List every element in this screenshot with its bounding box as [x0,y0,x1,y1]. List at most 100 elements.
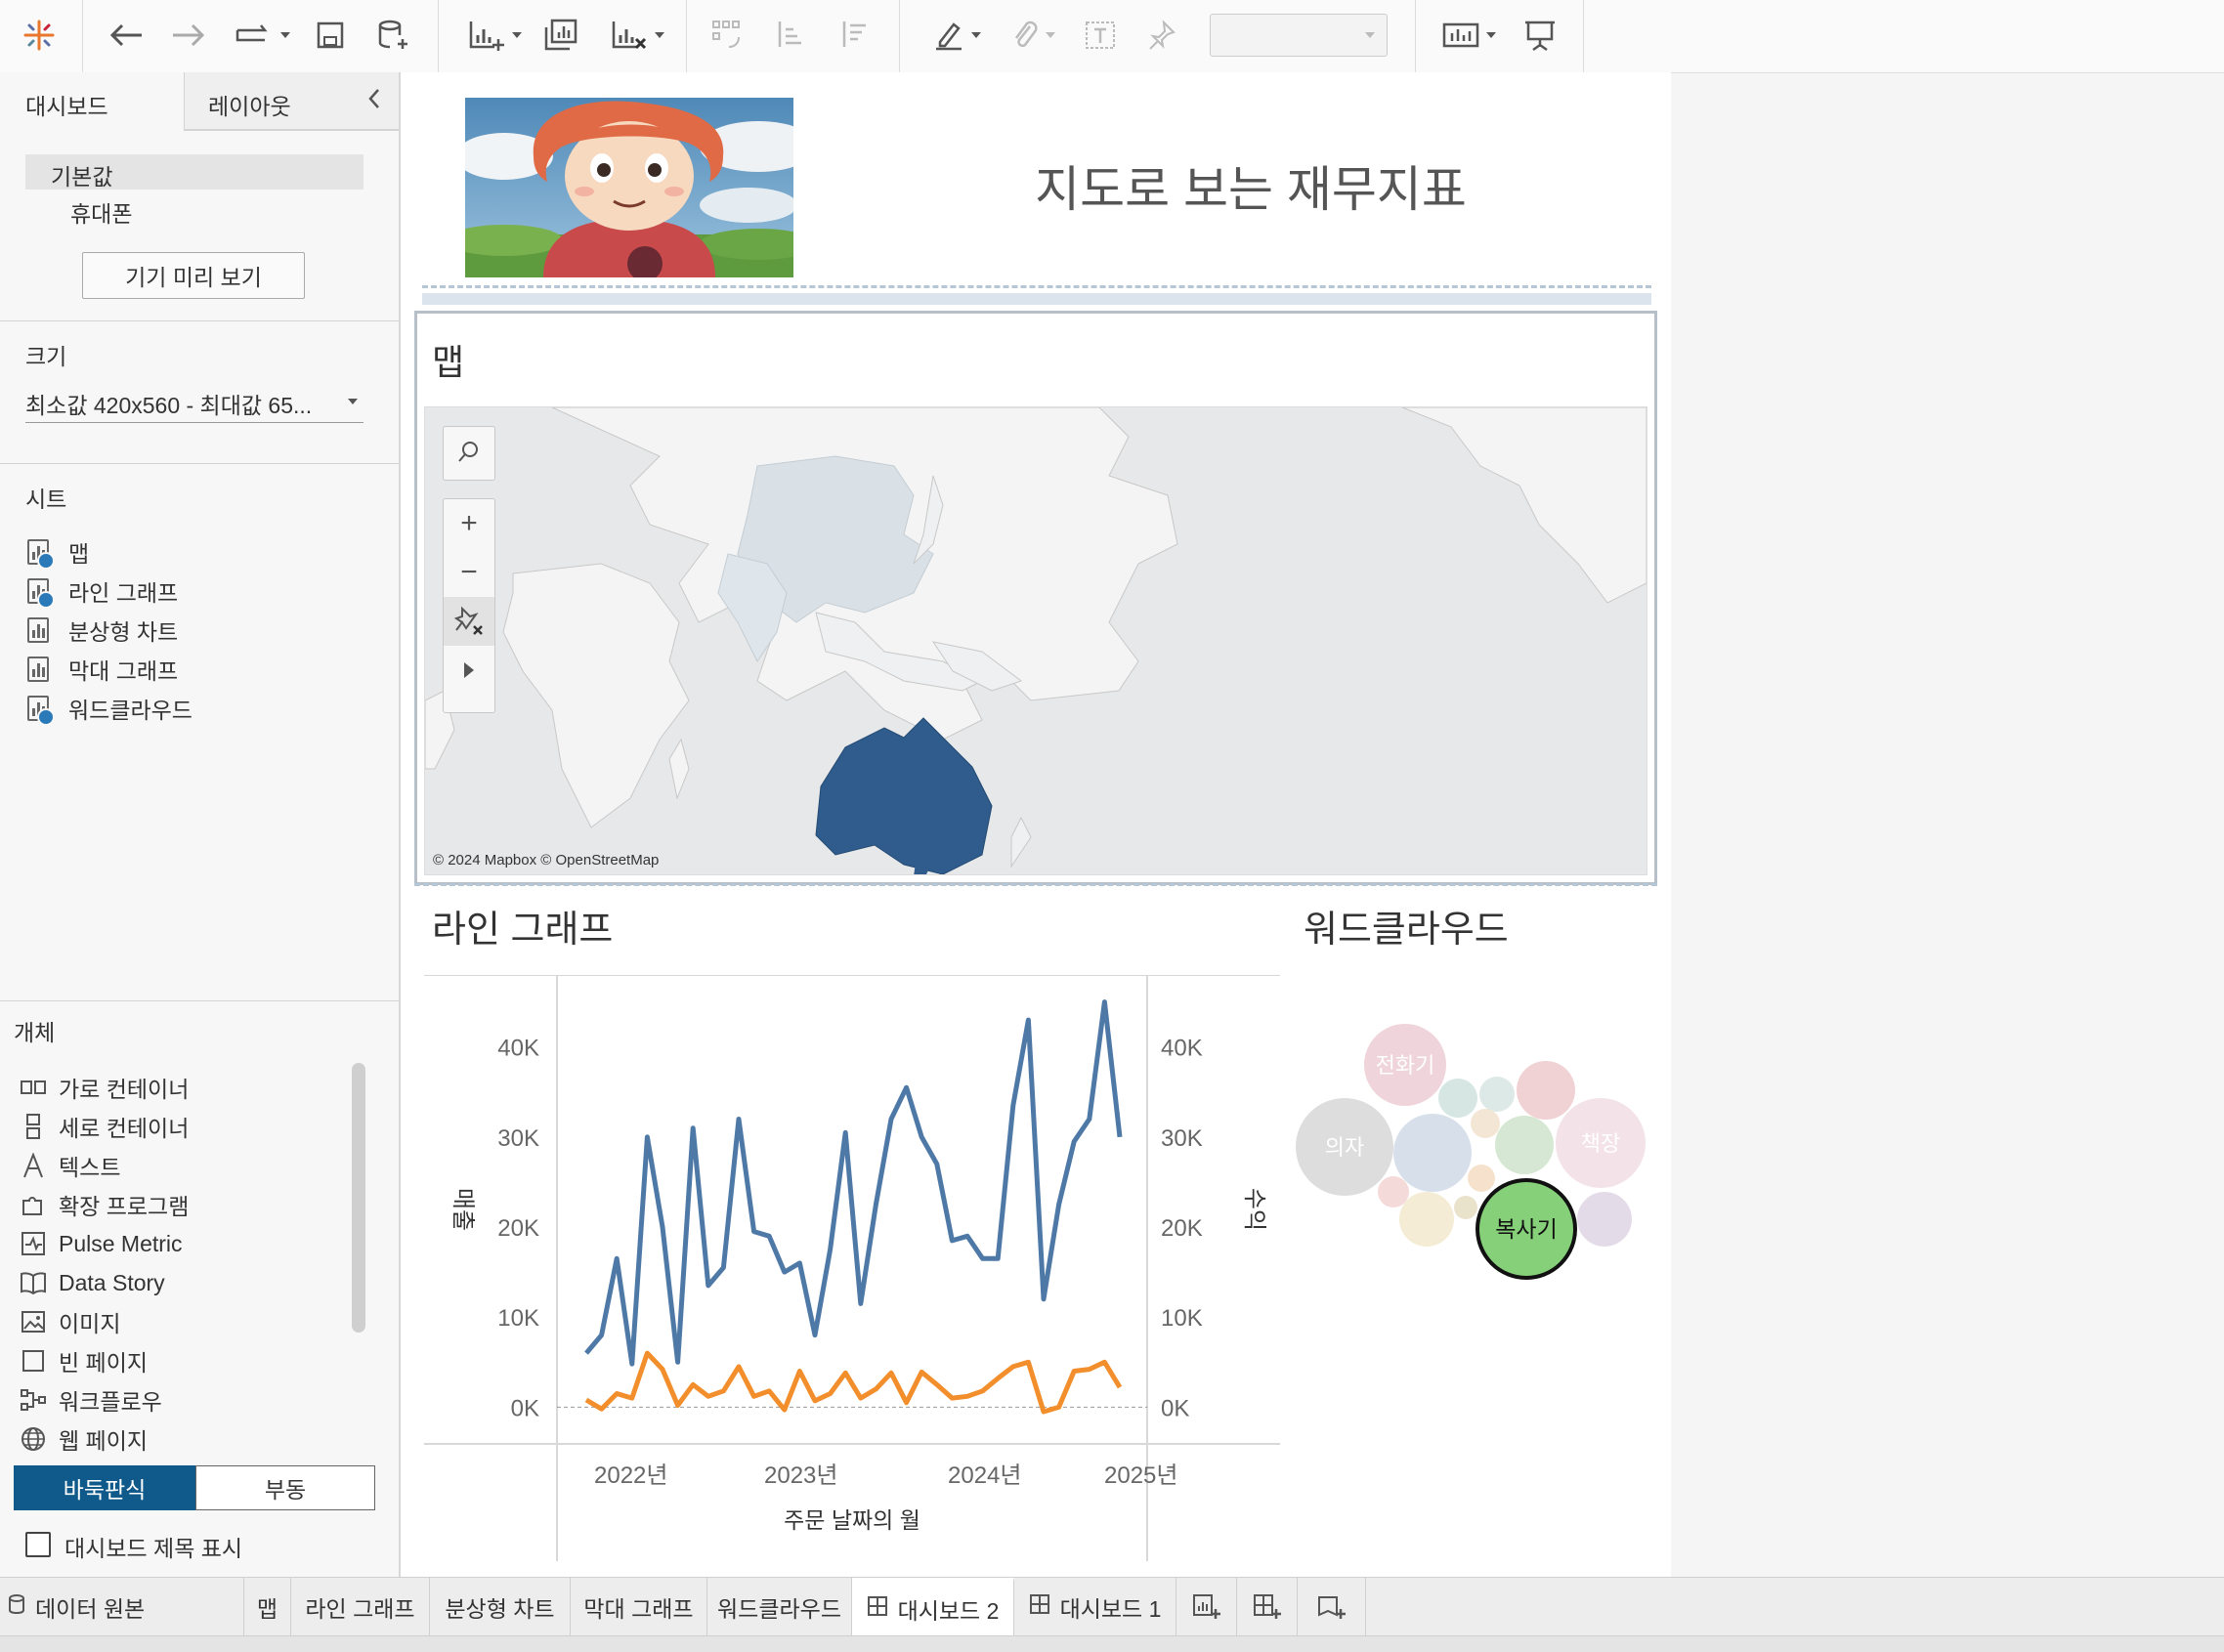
tab-dashboard[interactable]: 대시보드 [0,72,185,131]
dashboard-icon [1029,1593,1050,1621]
device-default-item[interactable]: 기본값 [25,154,364,190]
word-bubble-selected[interactable] [1476,1178,1577,1280]
object-vertical-container[interactable]: 세로 컨테이너 [20,1110,189,1143]
new-datasource-icon[interactable] [371,10,414,61]
object-horizontal-container[interactable]: 가로 컨테이너 [20,1071,189,1104]
word-label: 책장 [1581,1131,1620,1156]
floating-toggle[interactable]: 부동 [195,1465,375,1510]
y-tick-label-right: 10K [1161,1305,1203,1332]
x-tick-label: 2024년 [948,1462,1021,1489]
save-icon[interactable] [311,10,350,61]
new-dashboard-tab-icon[interactable] [1237,1578,1298,1636]
attach-icon [999,10,1067,61]
word-bubble[interactable] [1399,1192,1454,1247]
word-bubble[interactable] [1577,1192,1632,1247]
highlight-icon[interactable] [922,10,991,61]
object-pulse-metric[interactable]: Pulse Metric [20,1227,183,1260]
object-workflow[interactable]: 워크플로우 [20,1383,162,1417]
word-bubble[interactable] [1296,1098,1393,1196]
replay-icon[interactable] [227,10,295,61]
tableau-logo-icon[interactable] [18,10,61,61]
collapse-pane-icon[interactable] [366,86,382,116]
expand-toolbar-icon[interactable] [444,646,494,695]
size-dropdown[interactable]: 최소값 420x560 - 최대값 65... [25,383,364,423]
tab-label: 데이터 원본 [35,1596,146,1622]
device-preview-button[interactable]: 기기 미리 보기 [82,252,305,299]
y-tick-label-left: 20K [497,1215,539,1242]
object-text[interactable]: 텍스트 [20,1149,120,1182]
object-label: 가로 컨테이너 [59,1077,190,1102]
object-label: 세로 컨테이너 [59,1116,190,1141]
size-title: 크기 [25,344,67,369]
y-axis-title-left: 매출 [449,1188,476,1231]
map-view[interactable]: © 2024 Mapbox © OpenStreetMap [424,406,1647,875]
x-tick-label: 2025년 [1104,1462,1177,1489]
device-phone-item[interactable]: 휴대폰 [45,191,338,227]
tab-dashboard-1[interactable]: 대시보드 1 [1014,1578,1176,1636]
word-bubble[interactable] [1479,1077,1515,1112]
tab-layout[interactable]: 레이아웃 [185,72,399,131]
object-data-story[interactable]: Data Story [20,1266,165,1299]
word-label: 전화기 [1376,1053,1435,1078]
clear-sheet-icon[interactable] [598,10,676,61]
object-web-page[interactable]: 웹 페이지 [20,1422,148,1456]
line-chart[interactable]: 0K 0K 10K 10K 20K 20K 30K 30K 40K 40K 매출 수익 2022년 202… [424,974,1280,1561]
object-label: 이미지 [59,1311,121,1336]
sheet-item-map[interactable]: 맵 [27,535,89,570]
object-blank[interactable]: 빈 페이지 [20,1344,148,1377]
tab-wordcloud[interactable]: 워드클라우드 [707,1578,852,1636]
word-bubble[interactable] [1468,1165,1495,1192]
word-bubble[interactable] [1556,1098,1646,1188]
size-value: 최소값 420x560 - 최대값 65... [25,393,313,418]
line-chart-title: 라인 그래프 [432,910,614,951]
new-worksheet-icon[interactable] [455,10,534,61]
word-bubble[interactable] [1454,1196,1477,1219]
y-axis-title-right: 수익 [1241,1188,1267,1231]
word-bubble[interactable] [1471,1109,1500,1138]
word-bubble[interactable] [1364,1024,1446,1106]
device-phone-label: 휴대폰 [70,201,133,227]
word-bubble[interactable] [1393,1114,1472,1192]
objects-scrollbar[interactable] [352,1063,365,1333]
undo-icon[interactable] [104,10,149,61]
object-label: 빈 페이지 [59,1350,149,1376]
sheets-title: 시트 [25,487,67,512]
new-story-tab-icon[interactable] [1298,1578,1366,1636]
sheet-item-bar-chart[interactable]: 막대 그래프 [27,653,178,686]
object-image[interactable]: 이미지 [20,1305,120,1338]
zoom-in-icon[interactable]: + [460,507,478,539]
new-worksheet-tab-icon[interactable] [1176,1578,1237,1636]
y-tick-label-right: 0K [1161,1395,1189,1421]
show-title-label: 대시보드 제목 표시 [64,1536,243,1561]
show-title-checkbox[interactable] [25,1532,51,1557]
word-label: 의자 [1325,1135,1364,1160]
sheet-item-wordcloud[interactable]: 워드클라우드 [27,692,192,726]
sheet-item-label: 막대 그래프 [68,658,179,684]
pin-reset-icon[interactable] [444,597,494,646]
word-bubble[interactable] [1378,1176,1409,1207]
horizontal-container-icon [20,1080,47,1095]
presentation-mode-icon[interactable] [1518,10,1561,61]
tab-line-chart[interactable]: 라인 그래프 [291,1578,430,1636]
redo-icon[interactable] [166,10,211,61]
tiled-toggle[interactable]: 바둑판식 [14,1465,195,1510]
tab-scatter-chart[interactable]: 분상형 차트 [430,1578,571,1636]
sheet-item-label: 라인 그래프 [68,580,179,606]
duplicate-sheet-icon[interactable] [539,10,582,61]
show-cards-icon[interactable] [1434,10,1503,61]
word-bubble[interactable] [1517,1061,1575,1120]
map-search-control[interactable] [443,426,495,481]
object-extension[interactable]: 확장 프로그램 [20,1188,189,1221]
tab-data-source[interactable]: 데이터 원본 [0,1578,244,1636]
wordcloud[interactable]: 전화기 의자 책장 복사기 [1290,1006,1661,1299]
sheet-item-scatter-chart[interactable]: 분상형 차트 [27,614,178,647]
word-bubble[interactable] [1438,1079,1477,1118]
search-icon[interactable] [444,427,494,476]
tab-dashboard-2[interactable]: 대시보드 2 [852,1578,1014,1636]
tab-bar-chart[interactable]: 막대 그래프 [571,1578,707,1636]
sheet-item-line-chart[interactable]: 라인 그래프 [27,574,179,609]
zoom-out-icon[interactable]: − [460,556,478,588]
object-label: Data Story [59,1269,165,1295]
word-bubble[interactable] [1495,1116,1554,1174]
tab-map[interactable]: 맵 [244,1578,291,1636]
